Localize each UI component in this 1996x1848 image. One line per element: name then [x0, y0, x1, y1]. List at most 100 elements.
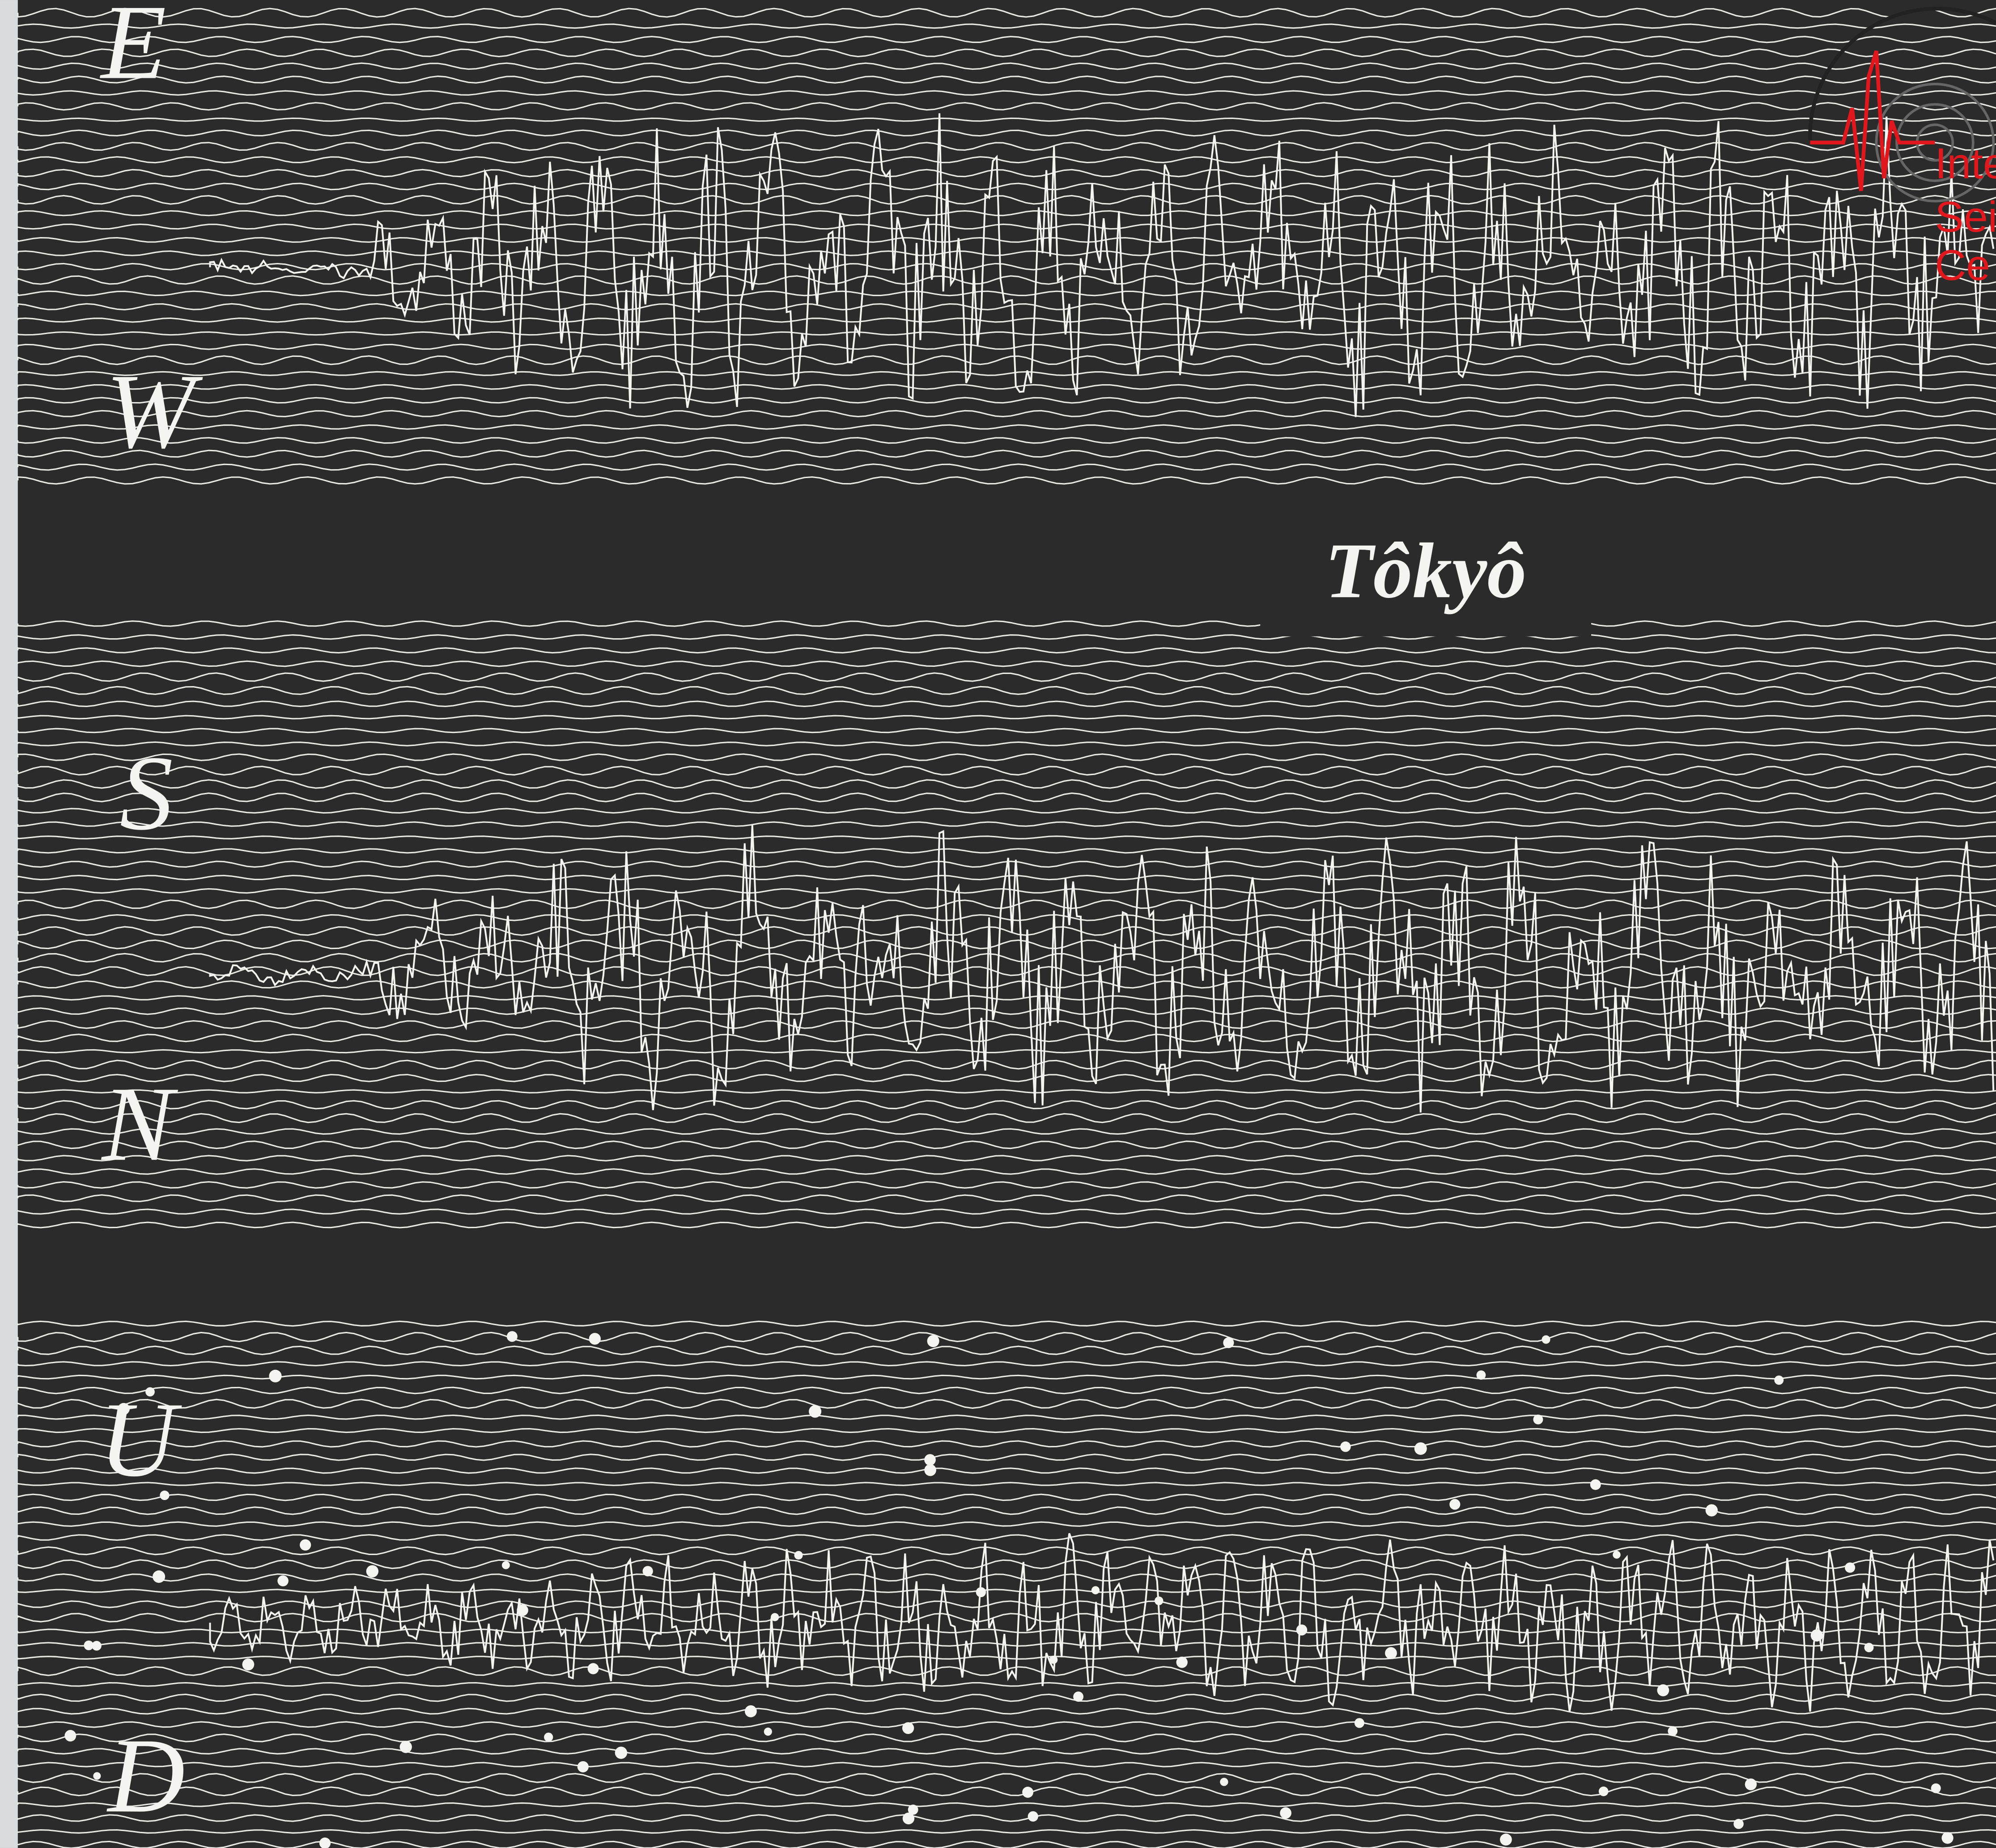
trace-line — [17, 1060, 1996, 1070]
time-dot — [399, 1741, 412, 1753]
trace-line — [17, 1613, 1996, 1623]
trace-line — [17, 195, 1996, 205]
trace-line — [17, 660, 1996, 667]
time-dot — [92, 1640, 102, 1651]
trace-line — [17, 331, 1996, 336]
trace-line — [17, 355, 1996, 365]
trace-line — [17, 1814, 1996, 1822]
time-dot — [93, 1772, 101, 1780]
trace-line — [17, 980, 1996, 989]
seismic-traces — [209, 113, 1995, 1712]
trace-line — [17, 1829, 1996, 1834]
trace-line — [17, 384, 1996, 390]
trace-line — [17, 303, 1996, 310]
trace-line — [17, 728, 1996, 733]
trace-line — [17, 169, 1996, 178]
trace-line — [17, 1140, 1996, 1149]
component-label: N — [101, 1064, 178, 1183]
trace-line — [17, 263, 1996, 271]
trace-line — [17, 1074, 1996, 1082]
trace-line — [17, 1155, 1996, 1161]
trace-line — [17, 424, 1996, 430]
station-name: Tôkyô — [1325, 527, 1527, 615]
time-dot — [1774, 1375, 1784, 1385]
time-dot — [615, 1746, 628, 1759]
trace-line — [17, 237, 1996, 243]
trace-line — [17, 1168, 1996, 1175]
trace-line — [17, 275, 1996, 285]
trace-line — [17, 1521, 1996, 1527]
time-dot — [84, 1640, 94, 1650]
logo-ring — [1895, 103, 1975, 182]
logo-wave — [1810, 50, 1935, 191]
trace-line — [17, 1786, 1996, 1797]
time-dot — [794, 1551, 803, 1560]
trace-line — [17, 1708, 1996, 1715]
trace-line — [17, 371, 1996, 376]
time-dot — [924, 1464, 936, 1476]
time-dot — [902, 1812, 915, 1825]
time-dot — [1941, 1832, 1954, 1844]
trace-line — [17, 875, 1996, 881]
paper-edge — [0, 0, 18, 1848]
time-marks — [64, 1331, 1954, 1848]
trace-line — [17, 1656, 1996, 1660]
time-dot — [319, 1837, 331, 1848]
trace-line — [17, 1762, 1996, 1767]
time-dot — [1296, 1624, 1308, 1636]
trace-line — [17, 1506, 1996, 1515]
trace-line — [17, 1628, 1996, 1634]
trace-line — [17, 397, 1996, 404]
time-dot — [64, 1730, 76, 1742]
trace-line — [17, 1113, 1996, 1123]
time-dot — [642, 1566, 653, 1577]
trace-line — [17, 1194, 1996, 1203]
time-dot — [269, 1369, 282, 1382]
trace-line — [17, 62, 1996, 70]
time-dot — [277, 1575, 289, 1586]
time-dot — [924, 1454, 936, 1466]
component-label: D — [106, 1716, 185, 1835]
trace-line — [17, 463, 1996, 471]
trace-line — [17, 1414, 1996, 1420]
time-dot — [153, 1570, 166, 1583]
time-dot — [1354, 1718, 1364, 1728]
trace-line — [17, 1128, 1996, 1135]
trace-line — [17, 1386, 1996, 1394]
trace-line — [17, 90, 1996, 96]
time-dot — [1590, 1479, 1601, 1490]
time-dot — [1705, 1504, 1718, 1517]
trace-line — [17, 995, 1996, 1001]
trace-lines — [17, 8, 1996, 1848]
time-dot — [1022, 1786, 1034, 1798]
trace-line — [17, 792, 1996, 802]
trace-line — [17, 223, 1996, 230]
trace-line — [17, 129, 1996, 137]
trace-line — [17, 410, 1996, 418]
time-dot — [1864, 1643, 1874, 1653]
time-dot — [764, 1727, 772, 1736]
trace-line — [17, 1559, 1996, 1569]
logo-ring — [1875, 83, 1995, 203]
time-dot — [1414, 1442, 1427, 1455]
time-dot — [809, 1405, 822, 1418]
logo: Inte Seis Ce — [1808, 7, 1996, 289]
time-dot — [501, 1561, 510, 1569]
time-dot — [1931, 1783, 1941, 1793]
trace-line — [17, 1546, 1996, 1556]
trace-line — [17, 1361, 1996, 1367]
time-dot — [1542, 1335, 1550, 1344]
trace-line — [17, 939, 1996, 949]
trace-line — [17, 848, 1996, 854]
trace-line — [17, 634, 1996, 640]
trace-line — [17, 1208, 1996, 1215]
time-dot — [118, 1403, 130, 1415]
trace-line — [17, 1345, 1996, 1355]
trace-line — [17, 102, 1996, 111]
time-dot — [1845, 1562, 1856, 1573]
time-dot — [908, 1804, 918, 1815]
label-backdrop — [1260, 534, 1592, 636]
logo-text: Seis — [1935, 192, 1996, 241]
trace-line — [17, 1331, 1996, 1342]
